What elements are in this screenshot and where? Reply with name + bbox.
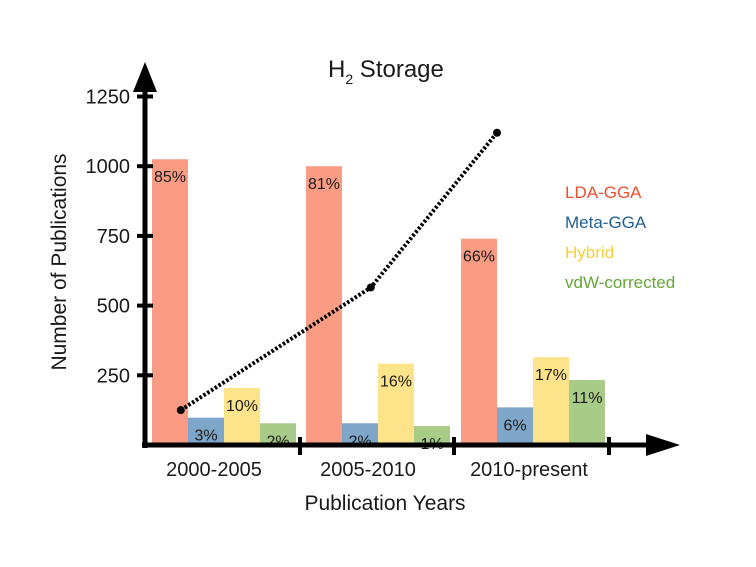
- legend-item-vdw-corrected: vdW-corrected: [565, 273, 675, 292]
- y-axis-arrow: [133, 62, 157, 92]
- legend: LDA-GGA Meta-GGA Hybrid vdW-corrected: [565, 183, 675, 292]
- chart-title-main: H: [328, 56, 345, 83]
- bar-lda-gga-0: [152, 159, 188, 446]
- legend-item-hybrid: Hybrid: [565, 243, 614, 262]
- bar-label-meta-gga-0: 3%: [194, 428, 217, 445]
- bar-label-lda-gga-1: 81%: [308, 176, 340, 193]
- trend-line-group: [176, 128, 501, 415]
- trend-point-2: [493, 128, 501, 137]
- x-category-label-1: 2005-2010: [320, 459, 416, 481]
- bar-label-vdw-corrected-0: 2%: [266, 433, 289, 450]
- bar-label-hybrid-0: 10%: [226, 398, 258, 415]
- bar-label-hybrid-1: 16%: [380, 374, 412, 391]
- bar-label-meta-gga-2: 6%: [503, 417, 526, 434]
- bar-hybrid-1: [378, 363, 414, 445]
- chart-title: H2 Storage: [328, 56, 444, 87]
- bar-label-lda-gga-2: 66%: [463, 249, 495, 266]
- bar-vdw-corrected-1: [414, 426, 450, 445]
- x-axis-arrow: [646, 434, 680, 456]
- legend-item-lda-gga: LDA-GGA: [565, 183, 642, 202]
- y-tick-label-4: 250: [97, 365, 130, 387]
- bar-meta-gga-2: [497, 407, 533, 445]
- y-tick-label-0: 1250: [86, 87, 131, 109]
- bar-meta-gga-0: [188, 417, 224, 445]
- chart-title-rest: Storage: [353, 56, 444, 83]
- y-tick-label-1: 1000: [86, 156, 131, 178]
- bar-lda-gga-2: [461, 238, 497, 445]
- y-axis-title: Number of Publications: [48, 153, 71, 370]
- bar-hybrid-0: [224, 387, 260, 445]
- bar-meta-gga-1: [342, 423, 378, 445]
- legend-item-meta-gga: Meta-GGA: [565, 213, 647, 232]
- bar-label-vdw-corrected-2: 11%: [572, 390, 603, 407]
- trend-point-0: [176, 406, 185, 415]
- bar-hybrid-2: [533, 357, 569, 445]
- bars-group: [152, 159, 605, 446]
- y-tick-label-3: 500: [97, 296, 130, 318]
- trend-point-1: [366, 283, 375, 292]
- bar-vdw-corrected-2: [569, 380, 605, 445]
- y-tick-label-2: 750: [97, 226, 130, 248]
- x-axis-title: Publication Years: [304, 492, 465, 515]
- x-category-label-0: 2000-2005: [166, 459, 262, 481]
- chart-title-subscript: 2: [345, 71, 353, 87]
- bar-label-lda-gga-0: 85%: [154, 169, 186, 186]
- bar-label-hybrid-2: 17%: [535, 367, 567, 384]
- bar-vdw-corrected-0: [260, 423, 296, 445]
- y-ticks-group: 1250 1000 750 500 250: [86, 87, 153, 387]
- x-category-label-2: 2010-present: [470, 459, 588, 481]
- x-categories-group: 2000-2005 2005-2010 2010-present: [166, 459, 588, 481]
- bar-lda-gga-1: [306, 166, 342, 445]
- axes-group: [133, 62, 680, 456]
- bar-labels-group: 85%81%66%3%2%6%10%16%17%2%1%11%: [154, 169, 602, 453]
- bar-label-meta-gga-1: 2%: [348, 433, 371, 450]
